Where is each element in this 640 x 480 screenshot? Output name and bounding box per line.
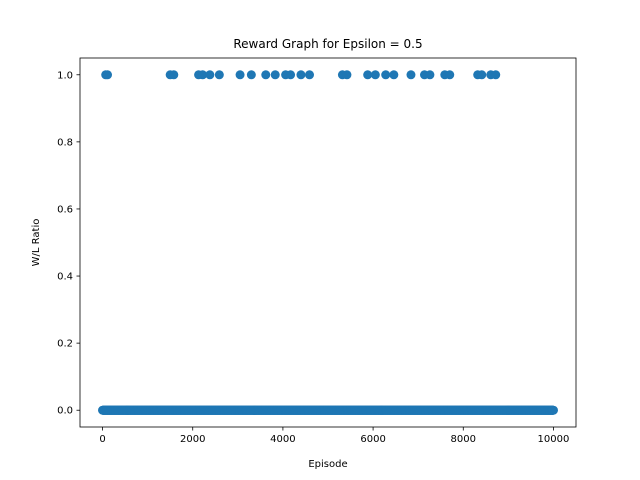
x-tick-label: 2000 xyxy=(180,434,205,445)
y-tick-label: 0.2 xyxy=(57,339,73,350)
data-point xyxy=(445,70,455,80)
data-point xyxy=(406,70,416,80)
data-point xyxy=(548,405,558,415)
x-tick-label: 10000 xyxy=(538,434,570,445)
data-point xyxy=(169,70,179,80)
data-point xyxy=(381,70,391,80)
data-point xyxy=(214,70,224,80)
data-point xyxy=(342,70,352,80)
y-tick-label: 0.8 xyxy=(57,137,73,148)
data-point xyxy=(270,70,280,80)
data-point xyxy=(477,70,487,80)
chart-title: Reward Graph for Epsilon = 0.5 xyxy=(233,37,422,51)
y-tick-label: 0.4 xyxy=(57,272,73,283)
data-point xyxy=(261,70,271,80)
data-point xyxy=(370,70,380,80)
y-tick-label: 0.6 xyxy=(57,204,73,215)
data-point xyxy=(246,70,256,80)
data-point xyxy=(103,70,113,80)
y-tick-label: 1.0 xyxy=(57,70,73,81)
x-tick-label: 8000 xyxy=(451,434,476,445)
data-point xyxy=(286,70,296,80)
data-point xyxy=(205,70,215,80)
y-axis-label: W/L Ratio xyxy=(31,219,42,267)
data-point xyxy=(425,70,435,80)
data-point xyxy=(198,70,208,80)
data-point xyxy=(296,70,306,80)
data-point xyxy=(491,70,501,80)
axis-ticks: 0 2000 4000 6000 8000 10000 0.0 0.2 0.4 0.6 0.8 1.0 xyxy=(57,70,569,445)
x-tick-label: 4000 xyxy=(270,434,295,445)
data-points xyxy=(98,70,558,415)
x-tick-label: 6000 xyxy=(360,434,385,445)
data-point xyxy=(305,70,315,80)
x-axis-label: Episode xyxy=(308,459,347,470)
y-tick-label: 0.0 xyxy=(57,406,73,417)
plot-frame xyxy=(79,57,577,428)
x-tick-label: 0 xyxy=(99,434,105,445)
data-point xyxy=(389,70,399,80)
data-point xyxy=(235,70,245,80)
data-point xyxy=(363,70,373,80)
